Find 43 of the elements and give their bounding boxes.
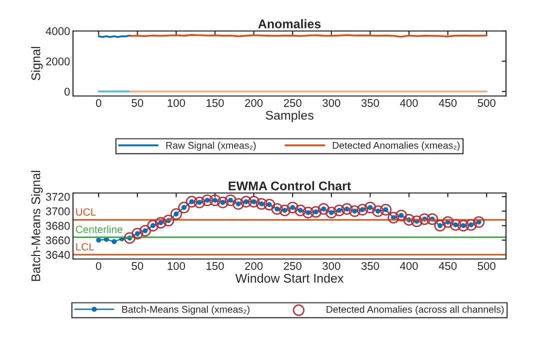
x-tick-label: 0 bbox=[96, 99, 102, 107]
y-tick-label: 4000 bbox=[46, 27, 70, 36]
x-tick-label: 350 bbox=[361, 262, 380, 270]
y-axis-title: Batch-Means Signal bbox=[31, 170, 43, 281]
x-tick-label: 400 bbox=[400, 99, 418, 107]
x-tick-label: 100 bbox=[168, 262, 186, 270]
y-tick-label: 0 bbox=[64, 88, 70, 96]
y-axis-title: Signal bbox=[31, 46, 43, 80]
legend-label: Detected Anomalies (xmeas₂) bbox=[332, 142, 460, 151]
x-tick-label: 450 bbox=[438, 99, 457, 107]
x-tick-label: 200 bbox=[245, 99, 263, 107]
x-tick-label: 150 bbox=[206, 99, 224, 107]
x-tick-label: 300 bbox=[322, 262, 340, 270]
x-tick-label: 400 bbox=[400, 262, 418, 270]
y-tick-label: 3640 bbox=[46, 250, 70, 259]
x-tick-label: 200 bbox=[245, 262, 263, 270]
legend-label: Batch-Means Signal (xmeas₂) bbox=[122, 306, 250, 315]
chart-title: EWMA Control Chart bbox=[228, 181, 351, 190]
legend-label: Detected Anomalies (across all channels) bbox=[326, 306, 504, 315]
ref-line-label: UCL bbox=[76, 208, 96, 216]
x-tick-label: 450 bbox=[438, 262, 457, 270]
legend-label: Raw Signal (xmeas₂) bbox=[166, 142, 256, 151]
y-tick-label: 3680 bbox=[46, 222, 70, 230]
x-tick-label: 250 bbox=[284, 262, 302, 270]
x-tick-label: 500 bbox=[478, 262, 496, 270]
x-tick-label: 150 bbox=[206, 262, 224, 270]
x-tick-label: 50 bbox=[132, 262, 144, 270]
ref-line-label: Centerline bbox=[76, 225, 122, 234]
x-tick-label: 350 bbox=[361, 99, 380, 107]
x-tick-label: 500 bbox=[478, 99, 496, 107]
chart-title: Anomalies bbox=[258, 19, 321, 28]
ref-line-label: LCL bbox=[76, 243, 94, 251]
y-tick-label: 3720 bbox=[46, 192, 70, 201]
x-tick-label: 100 bbox=[168, 99, 186, 107]
y-tick-label: 3660 bbox=[46, 236, 70, 244]
x-tick-label: 0 bbox=[96, 262, 102, 270]
y-tick-label: 2000 bbox=[46, 58, 70, 66]
x-axis-title: Window Start Index bbox=[235, 274, 344, 283]
x-tick-label: 300 bbox=[322, 99, 340, 107]
x-tick-label: 250 bbox=[284, 99, 302, 107]
y-tick-label: 3700 bbox=[46, 207, 70, 216]
x-tick-label: 50 bbox=[132, 99, 144, 107]
x-axis-title: Samples bbox=[266, 110, 314, 122]
